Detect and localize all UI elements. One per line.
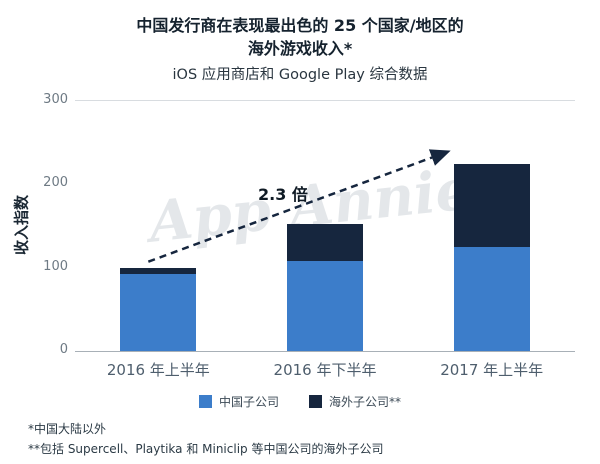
legend-swatch xyxy=(198,395,212,408)
y-axis-ticks: 0 100 200 300 xyxy=(26,92,68,357)
bar-segment-china-subsidiary xyxy=(120,273,197,351)
plot-area: App Annie 2.3 倍 xyxy=(75,100,575,352)
trend-arrow xyxy=(147,149,451,263)
legend-label: 中国子公司 xyxy=(218,395,279,409)
y-tick-label: 100 xyxy=(43,258,68,274)
y-tick-label: 200 xyxy=(43,175,68,191)
bar-segment-china-subsidiary xyxy=(453,246,530,351)
x-axis-label: 2016 年下半年 xyxy=(273,361,377,379)
bar-segment-overseas-subsidiary xyxy=(120,267,197,274)
legend-swatch xyxy=(309,395,322,408)
bars-container xyxy=(75,101,575,351)
legend-label: 海外子公司** xyxy=(329,395,402,409)
trend-line xyxy=(147,149,451,263)
legend-item: 海外子公司** xyxy=(309,393,401,410)
stacked-bar xyxy=(453,163,530,351)
growth-annotation: 2.3 倍 xyxy=(258,185,308,204)
footnote-1: *中国大陆以外 xyxy=(28,422,107,436)
bar-slot xyxy=(75,101,242,351)
x-axis-label: 2016 年上半年 xyxy=(106,361,210,379)
bar-segment-overseas-subsidiary xyxy=(453,163,530,247)
x-axis-labels: 2016 年上半年 2016 年下半年 2017 年上半年 xyxy=(75,359,575,380)
bar-segment-overseas-subsidiary xyxy=(287,223,363,261)
y-tick-label: 0 xyxy=(59,342,68,357)
footnote-2: **包括 Supercell、Playtika 和 Miniclip 等中国公司… xyxy=(28,441,384,456)
legend: 中国子公司 海外子公司** xyxy=(0,393,600,410)
stacked-bar xyxy=(287,223,363,351)
chart-title-line2: 海外游戏收入* xyxy=(247,39,353,59)
chart-subtitle: iOS 应用商店和 Google Play 综合数据 xyxy=(172,67,428,84)
bar-slot xyxy=(242,101,409,351)
stacked-bar xyxy=(120,267,197,351)
chart-title-line1: 中国发行商在表现最出色的 25 个国家/地区的 xyxy=(136,16,464,35)
footnotes: *中国大陆以外 **包括 Supercell、Playtika 和 Minicl… xyxy=(28,420,383,460)
x-axis-label: 2017 年上半年 xyxy=(440,361,544,379)
bar-segment-china-subsidiary xyxy=(287,261,363,351)
legend-item: 中国子公司 xyxy=(198,393,279,410)
chart-header: 中国发行商在表现最出色的 25 个国家/地区的 海外游戏收入* iOS 应用商店… xyxy=(0,14,600,84)
bar-slot xyxy=(408,101,575,351)
y-tick-label: 300 xyxy=(43,92,68,107)
